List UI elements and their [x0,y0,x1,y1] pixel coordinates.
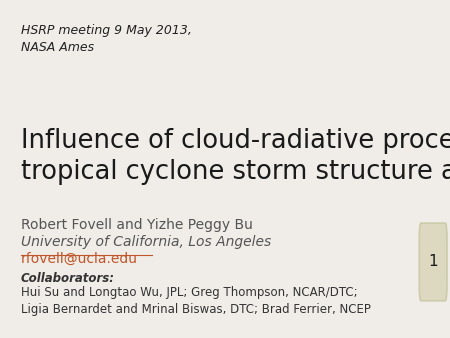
Text: Influence of cloud-radiative processes on
tropical cyclone storm structure and i: Influence of cloud-radiative processes o… [21,128,450,186]
Text: rfovell@ucla.edu: rfovell@ucla.edu [21,252,138,266]
Text: Hui Su and Longtao Wu, JPL; Greg Thompson, NCAR/DTC;
Ligia Bernardet and Mrinal : Hui Su and Longtao Wu, JPL; Greg Thompso… [21,286,371,316]
Text: HSRP meeting 9 May 2013,
NASA Ames: HSRP meeting 9 May 2013, NASA Ames [21,24,192,54]
Text: University of California, Los Angeles: University of California, Los Angeles [21,235,271,249]
Text: 1: 1 [428,255,438,269]
Text: Collaborators:: Collaborators: [21,272,115,285]
Text: Robert Fovell and Yizhe Peggy Bu: Robert Fovell and Yizhe Peggy Bu [21,218,253,232]
FancyBboxPatch shape [419,223,447,301]
